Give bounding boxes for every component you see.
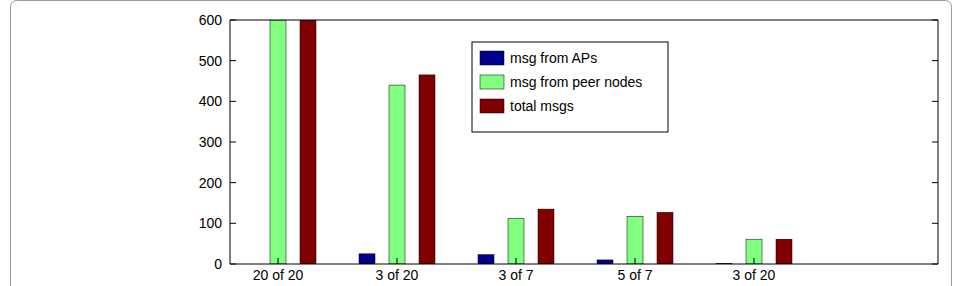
y-tick bbox=[932, 142, 938, 143]
legend-box bbox=[472, 42, 668, 132]
legend-label: msg from peer nodes bbox=[510, 74, 642, 90]
y-tick-label: 300 bbox=[199, 134, 223, 150]
x-tick bbox=[754, 258, 755, 264]
y-tick-label: 400 bbox=[199, 93, 223, 109]
x-tick-label: 20 of 20 bbox=[253, 267, 304, 283]
x-tick-label: 3 of 20 bbox=[733, 267, 776, 283]
figure-border bbox=[11, 1, 952, 286]
y-tick bbox=[230, 182, 236, 183]
legend-label: msg from APs bbox=[510, 50, 597, 66]
x-tick-label: 5 of 7 bbox=[617, 267, 652, 283]
y-tick bbox=[230, 223, 236, 224]
y-tick bbox=[932, 20, 938, 21]
legend-label: total msgs bbox=[510, 98, 574, 114]
bar bbox=[776, 239, 792, 264]
bar bbox=[538, 209, 554, 264]
y-tick bbox=[932, 223, 938, 224]
y-tick-label: 200 bbox=[199, 175, 223, 191]
bar bbox=[359, 254, 375, 264]
x-axis bbox=[230, 264, 938, 265]
y-tick-label: 100 bbox=[199, 215, 223, 231]
legend-swatch bbox=[480, 51, 504, 65]
bar bbox=[300, 20, 316, 264]
bar bbox=[419, 75, 435, 264]
x-tick bbox=[516, 258, 517, 264]
bar bbox=[597, 260, 613, 264]
bar bbox=[508, 218, 524, 264]
y-tick-label: 0 bbox=[214, 256, 222, 272]
chart-svg: 0 100 200 300 400 500 600 20 of 20 3 of 20 3 of 7… bbox=[0, 0, 962, 286]
bar bbox=[657, 212, 673, 264]
x-tick bbox=[278, 258, 279, 264]
bar bbox=[627, 216, 643, 264]
y-tick bbox=[932, 182, 938, 183]
plot-area bbox=[230, 20, 938, 264]
y-tick-label: 600 bbox=[199, 12, 223, 28]
legend-swatch bbox=[480, 99, 504, 113]
y-tick bbox=[932, 60, 938, 61]
y-tick bbox=[932, 101, 938, 102]
bars bbox=[270, 20, 792, 264]
y-tick bbox=[230, 60, 236, 61]
x-tick-label: 3 of 20 bbox=[376, 267, 419, 283]
y-tick-label: 500 bbox=[199, 53, 223, 69]
bar bbox=[746, 239, 762, 264]
y-tick bbox=[230, 142, 236, 143]
axis-frame bbox=[230, 20, 938, 21]
bar bbox=[270, 20, 286, 264]
x-tick-label: 3 of 7 bbox=[498, 267, 533, 283]
y-tick bbox=[230, 264, 236, 265]
x-tick bbox=[635, 258, 636, 264]
y-tick bbox=[230, 20, 236, 21]
y-tick bbox=[230, 101, 236, 102]
bar bbox=[478, 255, 494, 264]
chart-container: 0 100 200 300 400 500 600 20 of 20 3 of 20 3 of 7… bbox=[0, 0, 962, 286]
bar bbox=[389, 85, 405, 264]
y-tick bbox=[932, 264, 938, 265]
legend-swatch bbox=[480, 75, 504, 89]
x-tick bbox=[397, 258, 398, 264]
